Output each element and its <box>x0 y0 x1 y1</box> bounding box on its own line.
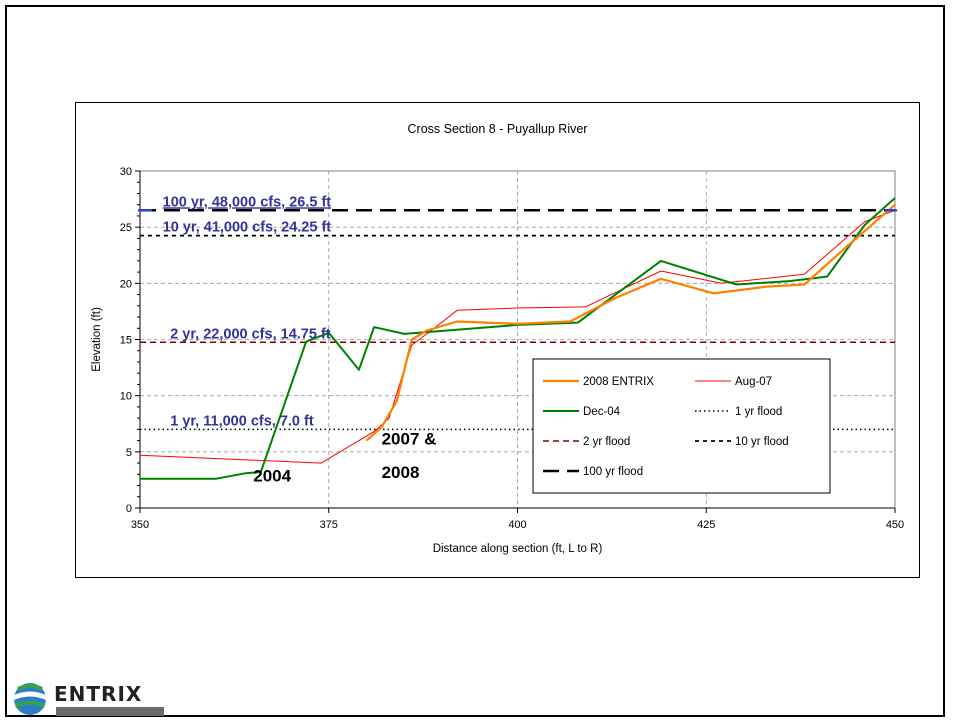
annotation-label: 100 yr, 48,000 cfs, 26.5 ft <box>163 194 332 210</box>
annotation-label: 2008 <box>382 463 420 482</box>
chart-container: Cross Section 8 - Puyallup River 0 5 10 15 20… <box>75 102 920 578</box>
x-axis-label: Distance along section (ft, L to R) <box>433 543 603 555</box>
globe-icon <box>14 683 46 715</box>
legend-label: Aug-07 <box>735 376 772 388</box>
annotation-label: 2007 & <box>382 429 437 448</box>
slide-frame <box>5 5 945 717</box>
y-axis-label: Elevation (ft) <box>91 307 103 372</box>
x-tick-label: 375 <box>320 519 338 531</box>
y-tick-label: 5 <box>126 447 132 459</box>
y-tick-label: 20 <box>120 278 132 290</box>
annotation-label: 1 yr, 11,000 cfs, 7.0 ft <box>170 413 314 429</box>
series-line-2008-entrix <box>365 203 896 442</box>
legend-label: 1 yr flood <box>735 406 782 418</box>
chart-title: Cross Section 8 - Puyallup River <box>408 122 588 136</box>
y-tick-label: 10 <box>120 391 132 403</box>
legend-label: 2008 ENTRIX <box>583 376 654 388</box>
legend-label: 10 yr flood <box>735 436 789 448</box>
logo-tagline-bar <box>56 707 164 716</box>
chart-svg: Cross Section 8 - Puyallup River 0 5 10 15 20… <box>91 122 904 555</box>
legend-label: 100 yr flood <box>583 466 643 478</box>
annotation-label: 2 yr, 22,000 cfs, 14.75 ft <box>170 326 331 342</box>
legend-label: 2 yr flood <box>583 436 630 448</box>
x-tick-label: 400 <box>508 519 526 531</box>
y-tick-label: 15 <box>120 335 132 347</box>
legend-label: Dec-04 <box>583 406 621 418</box>
annotation-label: 10 yr, 41,000 cfs, 24.25 ft <box>163 220 332 236</box>
entrix-logo: ENTRIX <box>10 680 190 720</box>
annotation-label: 2004 <box>253 467 291 486</box>
y-tick-label: 0 <box>126 503 132 515</box>
series-line-aug-07 <box>139 209 896 464</box>
y-tick-label: 25 <box>120 222 132 234</box>
legend-box <box>532 358 831 494</box>
x-tick-label: 450 <box>886 519 904 531</box>
series-line-dec-04 <box>140 197 896 480</box>
y-tick-label: 30 <box>120 166 132 178</box>
logo-wordmark: ENTRIX <box>54 682 143 706</box>
x-tick-label: 425 <box>697 519 715 531</box>
x-tick-label: 350 <box>131 519 149 531</box>
